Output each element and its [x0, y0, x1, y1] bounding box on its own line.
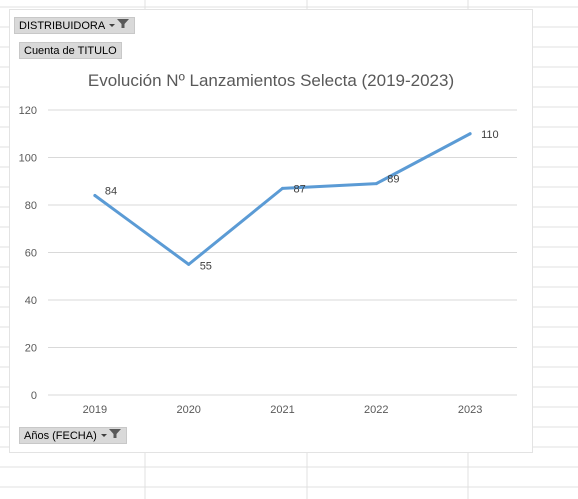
funnel-filter-icon — [108, 429, 121, 438]
pivot-filter-label: DISTRIBUIDORA — [19, 20, 106, 32]
data-label: 87 — [294, 183, 306, 195]
y-tick-label: 120 — [19, 105, 37, 117]
dropdown-arrow-icon — [100, 434, 107, 437]
dropdown-arrow-icon — [109, 24, 116, 27]
chart-title: Evolución Nº Lanzamientos Selecta (2019-… — [87, 71, 455, 90]
pivot-axis-label: Años (FECHA) — [24, 430, 97, 442]
x-tick-label: 2020 — [176, 404, 200, 416]
data-point — [374, 182, 378, 186]
data-label: 84 — [105, 186, 117, 198]
pivot-axis-button-anos-fecha[interactable]: Años (FECHA) — [19, 427, 127, 444]
axis-filter-dropdown[interactable] — [100, 428, 122, 445]
data-label: 110 — [481, 129, 499, 141]
data-label: 89 — [387, 174, 399, 186]
pivot-value-button[interactable]: Cuenta de TITULO — [19, 42, 122, 59]
data-point — [93, 194, 97, 197]
series-line — [93, 132, 472, 266]
funnel-filter-icon — [117, 19, 130, 28]
y-tick-label: 40 — [25, 295, 37, 307]
y-tick-label: 80 — [25, 200, 37, 212]
y-tick-label: 60 — [25, 248, 37, 260]
data-point — [187, 262, 191, 266]
y-tick-label: 20 — [25, 343, 37, 355]
x-tick-label: 2023 — [458, 404, 482, 416]
pivot-value-label: Cuenta de TITULO — [24, 45, 117, 57]
data-label: 55 — [200, 260, 212, 272]
data-point — [468, 132, 472, 136]
x-tick-label: 2019 — [83, 404, 107, 416]
x-tick-label: 2022 — [364, 404, 388, 416]
x-tick-label: 2021 — [270, 404, 294, 416]
filter-dropdown[interactable] — [108, 18, 130, 35]
y-tick-label: 100 — [19, 153, 37, 165]
data-point — [281, 186, 284, 190]
pivot-filter-button-distribuidora[interactable]: DISTRIBUIDORA — [14, 17, 136, 35]
y-tick-label: 0 — [31, 390, 37, 402]
chart-area[interactable] — [10, 10, 532, 452]
